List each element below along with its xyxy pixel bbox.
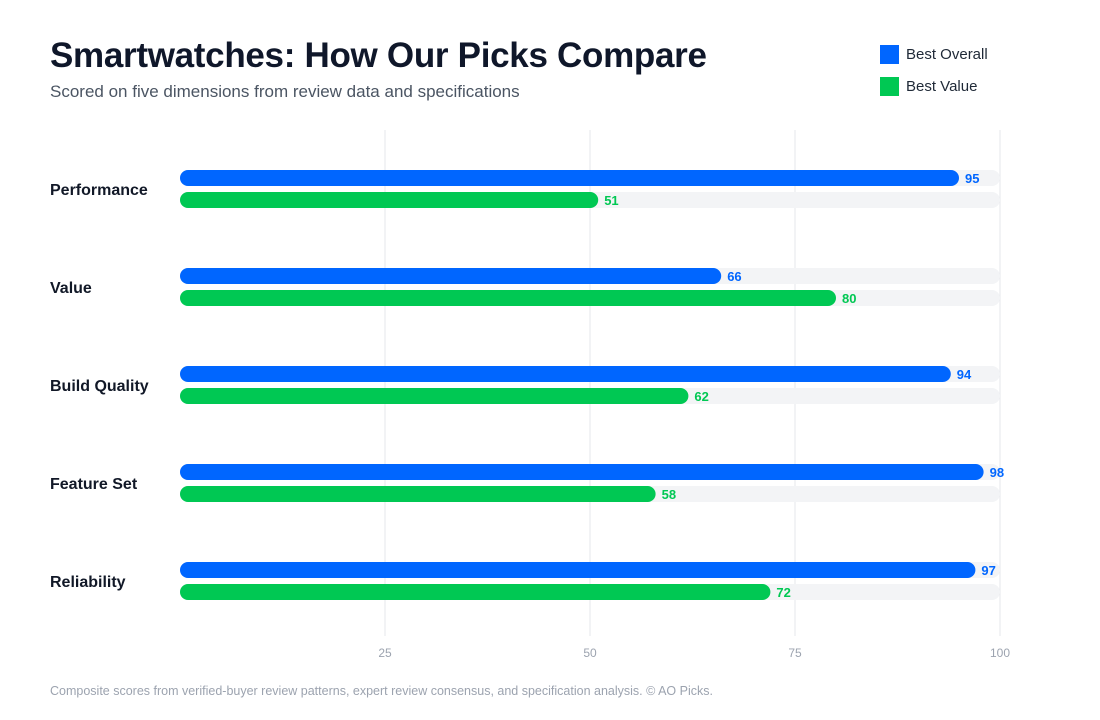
category-label-0: Performance (50, 182, 148, 199)
category-label-4: Reliability (50, 574, 126, 591)
legend-label-best-value: Best Value (906, 77, 978, 95)
data-label-2-0: 94 (957, 367, 972, 382)
data-label-0-0: 95 (965, 171, 979, 186)
legend-label-best-overall: Best Overall (906, 45, 988, 63)
bar-2-0 (180, 366, 951, 382)
chart-subtitle: Scored on five dimensions from review da… (50, 82, 520, 101)
data-label-4-1: 72 (776, 585, 790, 600)
x-tick-label-75: 75 (788, 646, 802, 660)
legend-item-best-value: Best Value (880, 76, 988, 96)
bar-4-1 (180, 584, 771, 600)
bar-0-0 (180, 170, 959, 186)
bar-1-0 (180, 268, 722, 284)
bar-2-1 (180, 388, 689, 404)
legend: Best Overall Best Value (880, 44, 988, 109)
x-tick-label-100: 100 (990, 646, 1010, 660)
data-label-1-1: 80 (842, 291, 856, 306)
data-label-1-0: 66 (727, 269, 741, 284)
legend-swatch-best-overall (880, 44, 899, 64)
data-label-4-0: 97 (981, 563, 995, 578)
category-label-3: Feature Set (50, 476, 138, 493)
data-label-0-1: 51 (604, 193, 618, 208)
chart-title: Smartwatches: How Our Picks Compare (50, 36, 707, 75)
category-label-1: Value (50, 280, 92, 297)
category-label-2: Build Quality (50, 378, 149, 395)
legend-swatch-best-value (880, 76, 899, 96)
bar-4-0 (180, 562, 976, 578)
data-label-3-0: 98 (990, 465, 1004, 480)
bar-0-1 (180, 192, 599, 208)
bar-3-0 (180, 464, 984, 480)
data-label-2-1: 62 (694, 389, 708, 404)
bar-1-1 (180, 290, 836, 306)
legend-item-best-overall: Best Overall (880, 44, 988, 64)
x-tick-label-25: 25 (378, 646, 392, 660)
x-tick-label-50: 50 (583, 646, 597, 660)
chart-footer: Composite scores from verified-buyer rev… (50, 684, 713, 698)
bar-3-1 (180, 486, 656, 502)
data-label-3-1: 58 (662, 487, 676, 502)
